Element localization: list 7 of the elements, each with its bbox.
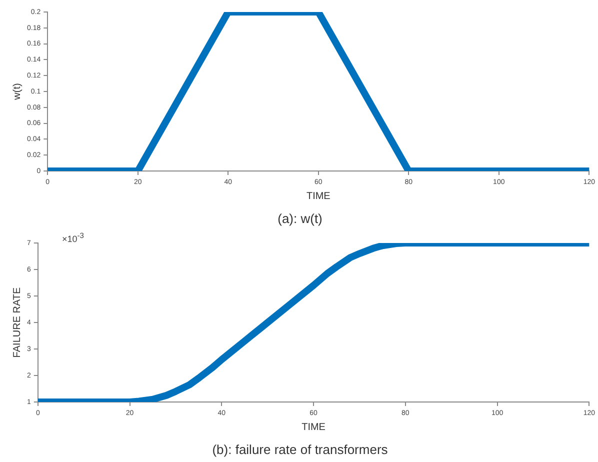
x-axis-title: TIME — [306, 191, 331, 202]
x-axis-title: TIME — [302, 422, 326, 434]
annotation: ×10$^{-3}$ — [62, 231, 84, 244]
y-axis-title: w(t) — [12, 83, 23, 101]
text: (b): failure rate of transformers — [212, 442, 388, 457]
y-axis-title: FAILURE RATE — [12, 286, 23, 358]
text: (a): w(t) — [278, 210, 322, 226]
